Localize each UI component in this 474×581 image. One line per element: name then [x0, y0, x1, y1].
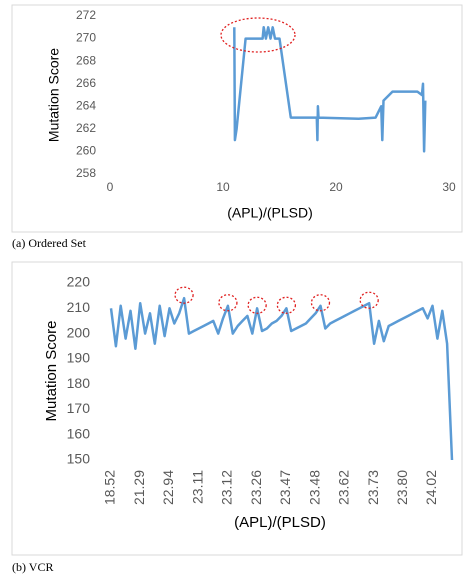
y-tick-label: 200 — [67, 324, 91, 340]
caption: (a) Ordered Set — [12, 236, 87, 250]
y-tick-label: 264 — [76, 98, 96, 112]
x-tick-label: 24.02 — [423, 470, 439, 505]
x-tick-label: 23.80 — [394, 470, 410, 505]
x-tick-label: 0 — [107, 180, 114, 194]
chart-frame — [11, 261, 463, 556]
x-tick-label: 20 — [329, 180, 343, 194]
highlight-ring — [359, 291, 379, 309]
highlight-ring — [247, 296, 267, 314]
highlight-ring — [174, 286, 194, 304]
y-tick-label: 150 — [67, 451, 91, 467]
y-tick-label: 210 — [67, 299, 91, 315]
x-tick-label: 23.48 — [306, 470, 322, 505]
y-tick-label: 266 — [76, 76, 96, 90]
y-tick-label: 270 — [76, 31, 96, 45]
y-tick-label: 180 — [67, 375, 91, 391]
highlight-ring — [310, 294, 331, 312]
x-tick-label: 18.52 — [102, 470, 118, 505]
y-tick-label: 220 — [67, 274, 91, 290]
x-tick-label: 23.47 — [277, 470, 293, 505]
x-tick-label: 23.26 — [248, 470, 264, 505]
y-tick-label: 258 — [76, 166, 96, 180]
y-tick-label: 268 — [76, 53, 96, 67]
x-tick-label: 23.11 — [189, 470, 205, 504]
y-axis-title: Mutation Score — [46, 48, 62, 142]
highlight-ring — [276, 296, 297, 314]
x-tick-label: 10 — [216, 180, 230, 194]
y-axis-title: Mutation Score — [43, 321, 60, 422]
y-tick-label: 262 — [76, 121, 96, 135]
x-tick-label: 21.29 — [131, 470, 147, 505]
x-tick-label: 22.94 — [160, 470, 176, 505]
y-tick-label: 170 — [67, 400, 91, 416]
data-line — [233, 26, 427, 153]
y-tick-label: 160 — [67, 425, 91, 441]
x-tick-label: 23.73 — [365, 470, 381, 505]
y-tick-label: 272 — [76, 8, 96, 22]
data-line — [109, 296, 454, 461]
chart-frame — [11, 4, 463, 233]
highlight-ring — [220, 17, 296, 53]
x-tick-label: 23.12 — [219, 470, 235, 505]
caption: (b) VCR — [12, 560, 53, 574]
x-axis-title: (APL)/(PLSD) — [227, 205, 313, 221]
y-tick-label: 190 — [67, 350, 91, 366]
x-tick-label: 23.62 — [336, 470, 352, 505]
highlight-ring — [218, 294, 238, 312]
x-axis-title: (APL)/(PLSD) — [234, 514, 326, 531]
y-tick-label: 260 — [76, 144, 96, 158]
x-tick-label: 30 — [442, 180, 456, 194]
